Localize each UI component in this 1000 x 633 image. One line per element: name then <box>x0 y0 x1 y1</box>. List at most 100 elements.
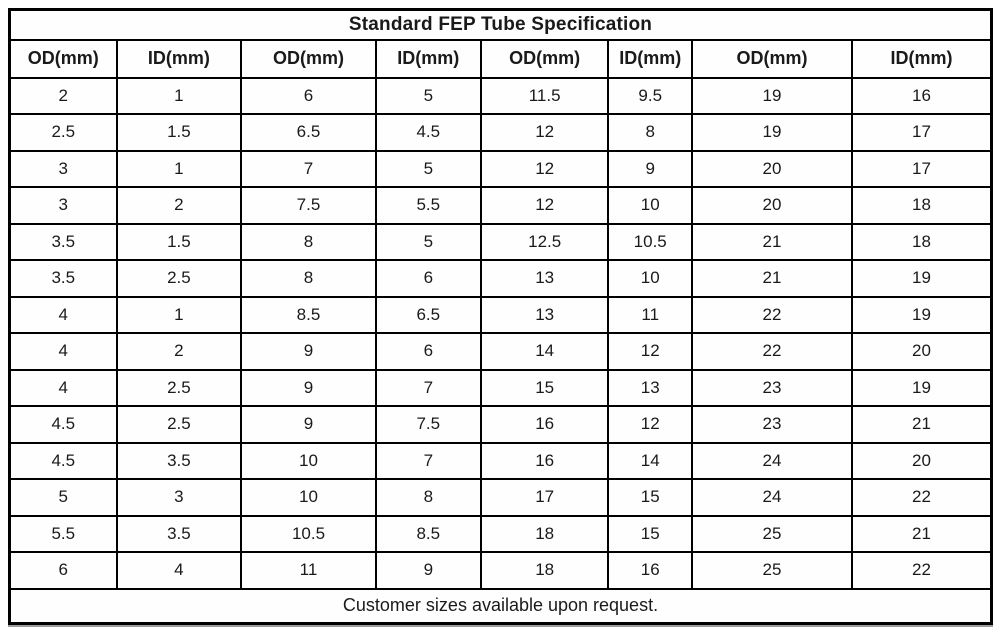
table-cell: 2 <box>115 186 243 225</box>
table-cell: 5.5 <box>374 186 482 225</box>
table-cell: 2.5 <box>8 113 118 152</box>
table-cell: 3.5 <box>8 259 118 298</box>
table-cell: 2 <box>8 76 118 115</box>
table-cell: 10 <box>240 441 377 480</box>
table-cell: 5.5 <box>8 514 118 553</box>
table-cell: 4.5 <box>374 113 482 152</box>
column-header: ID(mm) <box>115 38 243 79</box>
table-cell: 20 <box>851 332 993 371</box>
table-cell: 8 <box>374 478 482 517</box>
table-cell: 1 <box>115 76 243 115</box>
table-row: 4.5 2.5 9 7.5 16 12 23 21 <box>8 405 993 444</box>
table-cell: 6 <box>374 259 482 298</box>
table-cell: 10 <box>240 478 377 517</box>
table-cell: 14 <box>479 332 610 371</box>
table-cell: 4 <box>8 332 118 371</box>
table-cell: 12 <box>607 405 693 444</box>
table-cell: 6.5 <box>374 295 482 334</box>
table-cell: 24 <box>690 441 854 480</box>
table-cell: 8 <box>240 259 377 298</box>
table-cell: 6.5 <box>240 113 377 152</box>
table-cell: 1 <box>115 149 243 188</box>
table-cell: 9 <box>374 551 482 590</box>
table-row: 4.5 3.5 10 7 16 14 24 20 <box>8 441 993 480</box>
table-cell: 12 <box>479 149 610 188</box>
table-cell: 13 <box>479 259 610 298</box>
table-cell: 7 <box>374 368 482 407</box>
table-cell: 11 <box>240 551 377 590</box>
table-row: 4 2 9 6 14 12 22 20 <box>8 332 993 371</box>
table-cell: 12.5 <box>479 222 610 261</box>
table-row: 2 1 6 5 11.5 9.5 19 16 <box>8 76 993 115</box>
footer-row: Customer sizes available upon request. <box>8 587 993 625</box>
table-row: 4 1 8.5 6.5 13 11 22 19 <box>8 295 993 334</box>
table-cell: 17 <box>851 149 993 188</box>
table-cell: 14 <box>607 441 693 480</box>
table-cell: 20 <box>851 441 993 480</box>
table-cell: 7.5 <box>374 405 482 444</box>
table-cell: 19 <box>690 113 854 152</box>
table-footer: Customer sizes available upon request. <box>8 587 993 625</box>
table-row: 5.5 3.5 10.5 8.5 18 15 25 21 <box>8 514 993 553</box>
table-cell: 11 <box>607 295 693 334</box>
table-cell: 9 <box>240 368 377 407</box>
table-cell: 1.5 <box>115 113 243 152</box>
spec-table: Standard FEP Tube Specification OD(mm) ID… <box>8 8 993 625</box>
table-cell: 21 <box>690 222 854 261</box>
table-cell: 12 <box>479 113 610 152</box>
column-header: ID(mm) <box>851 38 993 79</box>
title-row: Standard FEP Tube Specification <box>8 8 993 41</box>
table-title: Standard FEP Tube Specification <box>8 8 993 41</box>
table-cell: 15 <box>607 514 693 553</box>
column-header: ID(mm) <box>374 38 482 79</box>
table-cell: 5 <box>374 76 482 115</box>
table-cell: 12 <box>479 186 610 225</box>
table-cell: 9 <box>240 332 377 371</box>
table-cell: 24 <box>690 478 854 517</box>
table-cell: 8.5 <box>374 514 482 553</box>
table-cell: 2.5 <box>115 368 243 407</box>
table-cell: 5 <box>374 149 482 188</box>
table-cell: 3.5 <box>115 441 243 480</box>
table-cell: 7.5 <box>240 186 377 225</box>
table-cell: 15 <box>607 478 693 517</box>
table-cell: 19 <box>690 76 854 115</box>
table-cell: 8 <box>240 222 377 261</box>
table-cell: 16 <box>479 441 610 480</box>
table-cell: 1 <box>115 295 243 334</box>
table-cell: 6 <box>374 332 482 371</box>
table-cell: 25 <box>690 514 854 553</box>
header-row: OD(mm) ID(mm) OD(mm) ID(mm) OD(mm) ID(mm) OD(m… <box>8 38 993 79</box>
table-row: 4 2.5 9 7 15 13 23 19 <box>8 368 993 407</box>
table-cell: 5 <box>8 478 118 517</box>
table-row: 3.5 2.5 8 6 13 10 21 19 <box>8 259 993 298</box>
table-cell: 1.5 <box>115 222 243 261</box>
table-head: Standard FEP Tube Specification OD(mm) ID… <box>8 8 993 79</box>
table-cell: 16 <box>607 551 693 590</box>
table-cell: 18 <box>479 551 610 590</box>
table-row: 3 2 7.5 5.5 12 10 20 18 <box>8 186 993 225</box>
table-cell: 2 <box>115 332 243 371</box>
table-cell: 6 <box>8 551 118 590</box>
table-cell: 25 <box>690 551 854 590</box>
table-cell: 13 <box>479 295 610 334</box>
column-header: OD(mm) <box>8 38 118 79</box>
table-cell: 3.5 <box>115 514 243 553</box>
column-header: OD(mm) <box>690 38 854 79</box>
table-cell: 21 <box>851 514 993 553</box>
table-cell: 4 <box>115 551 243 590</box>
table-cell: 19 <box>851 368 993 407</box>
table-cell: 3 <box>115 478 243 517</box>
table-cell: 2.5 <box>115 259 243 298</box>
table-cell: 9 <box>240 405 377 444</box>
table-cell: 20 <box>690 186 854 225</box>
table-cell: 18 <box>479 514 610 553</box>
table-cell: 18 <box>851 186 993 225</box>
table-cell: 8.5 <box>240 295 377 334</box>
table-cell: 19 <box>851 295 993 334</box>
table-row: 5 3 10 8 17 15 24 22 <box>8 478 993 517</box>
table-cell: 22 <box>851 551 993 590</box>
table-cell: 17 <box>479 478 610 517</box>
table-row: 3 1 7 5 12 9 20 17 <box>8 149 993 188</box>
table-row: 3.5 1.5 8 5 12.5 10.5 21 18 <box>8 222 993 261</box>
